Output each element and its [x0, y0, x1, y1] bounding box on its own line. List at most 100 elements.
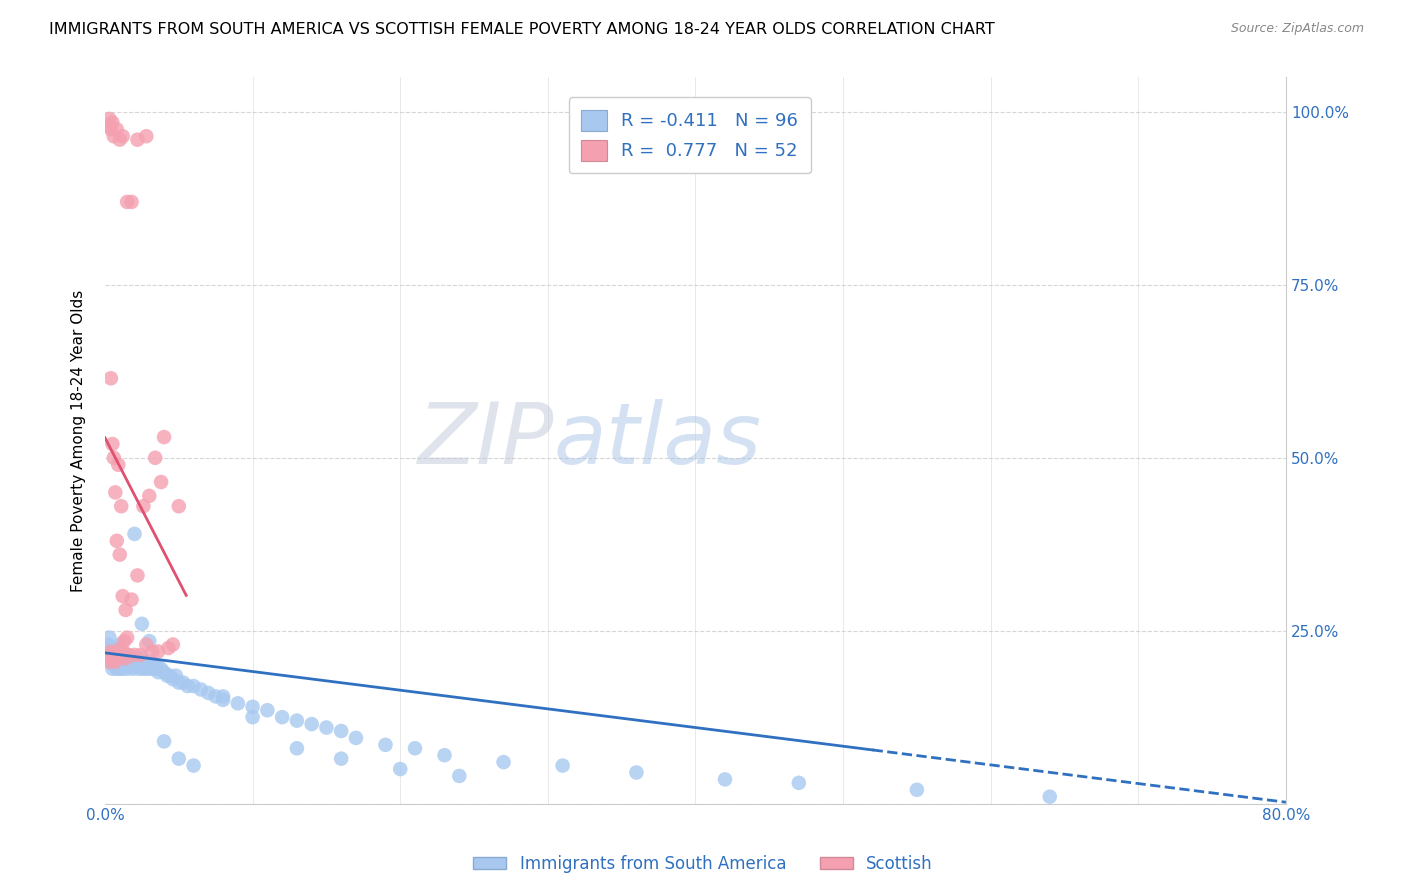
Point [121, 655, 143, 669]
Legend: Immigrants from South America, Scottish: Immigrants from South America, Scottish [467, 848, 939, 880]
Point [167, 500, 190, 514]
Point [97, 119, 120, 133]
Point [1039, 789, 1062, 804]
Point [101, 437, 124, 451]
Point [242, 710, 264, 724]
Point [271, 710, 294, 724]
Point [107, 658, 129, 673]
Point [96, 644, 118, 658]
Point [131, 651, 153, 665]
Point [103, 648, 125, 662]
Text: ZIP: ZIP [418, 399, 554, 482]
Point [138, 489, 160, 503]
Point [134, 658, 156, 673]
Point [301, 717, 323, 731]
Point [110, 658, 132, 673]
Point [153, 734, 176, 748]
Point [172, 675, 194, 690]
Point [104, 651, 127, 665]
Point [104, 640, 127, 655]
Point [115, 648, 138, 662]
Point [153, 430, 176, 444]
Point [111, 644, 134, 658]
Point [110, 640, 132, 655]
Point [110, 500, 132, 514]
Point [132, 500, 155, 514]
Point [107, 458, 129, 472]
Point [129, 648, 152, 662]
Point [121, 194, 143, 209]
Text: IMMIGRANTS FROM SOUTH AMERICA VS SCOTTISH FEMALE POVERTY AMONG 18-24 YEAR OLDS C: IMMIGRANTS FROM SOUTH AMERICA VS SCOTTIS… [49, 22, 995, 37]
Point [135, 638, 157, 652]
Point [108, 133, 131, 147]
Point [204, 690, 226, 704]
Point [159, 668, 181, 682]
Point [165, 668, 187, 682]
Legend: R = -0.411   N = 96, R =  0.777   N = 52: R = -0.411 N = 96, R = 0.777 N = 52 [568, 97, 811, 173]
Point [135, 129, 157, 144]
Point [98, 631, 121, 645]
Point [132, 662, 155, 676]
Point [103, 450, 125, 465]
Y-axis label: Female Poverty Among 18-24 Year Olds: Female Poverty Among 18-24 Year Olds [72, 289, 86, 591]
Point [115, 631, 138, 645]
Point [97, 648, 120, 662]
Point [905, 782, 928, 797]
Point [124, 527, 146, 541]
Point [242, 699, 264, 714]
Point [105, 644, 128, 658]
Point [404, 741, 426, 756]
Point [449, 769, 471, 783]
Point [111, 651, 134, 665]
Point [143, 450, 166, 465]
Point [117, 651, 139, 665]
Point [107, 648, 129, 662]
Point [105, 662, 128, 676]
Point [167, 675, 190, 690]
Point [98, 651, 121, 665]
Point [374, 738, 396, 752]
Point [98, 655, 121, 669]
Point [150, 662, 173, 676]
Point [330, 724, 353, 739]
Point [135, 662, 157, 676]
Point [121, 592, 143, 607]
Point [105, 533, 128, 548]
Point [103, 129, 125, 144]
Point [162, 638, 184, 652]
Point [183, 758, 205, 772]
Point [103, 644, 125, 658]
Point [315, 721, 337, 735]
Point [110, 648, 132, 662]
Point [183, 679, 205, 693]
Point [256, 703, 278, 717]
Point [100, 122, 122, 136]
Point [111, 129, 134, 144]
Point [98, 640, 121, 655]
Point [129, 658, 152, 673]
Point [146, 665, 169, 680]
Point [97, 648, 120, 662]
Point [551, 758, 574, 772]
Point [150, 475, 173, 489]
Point [108, 651, 131, 665]
Point [127, 133, 149, 147]
Point [125, 658, 148, 673]
Point [112, 634, 135, 648]
Point [127, 568, 149, 582]
Point [128, 662, 150, 676]
Point [107, 651, 129, 665]
Point [787, 776, 810, 790]
Point [226, 696, 249, 710]
Point [124, 648, 146, 662]
Point [100, 371, 122, 385]
Point [141, 644, 163, 658]
Point [492, 755, 515, 769]
Point [100, 644, 122, 658]
Point [111, 662, 134, 676]
Point [145, 658, 167, 673]
Point [114, 651, 136, 665]
Point [111, 589, 134, 603]
Point [212, 690, 235, 704]
Point [105, 122, 128, 136]
